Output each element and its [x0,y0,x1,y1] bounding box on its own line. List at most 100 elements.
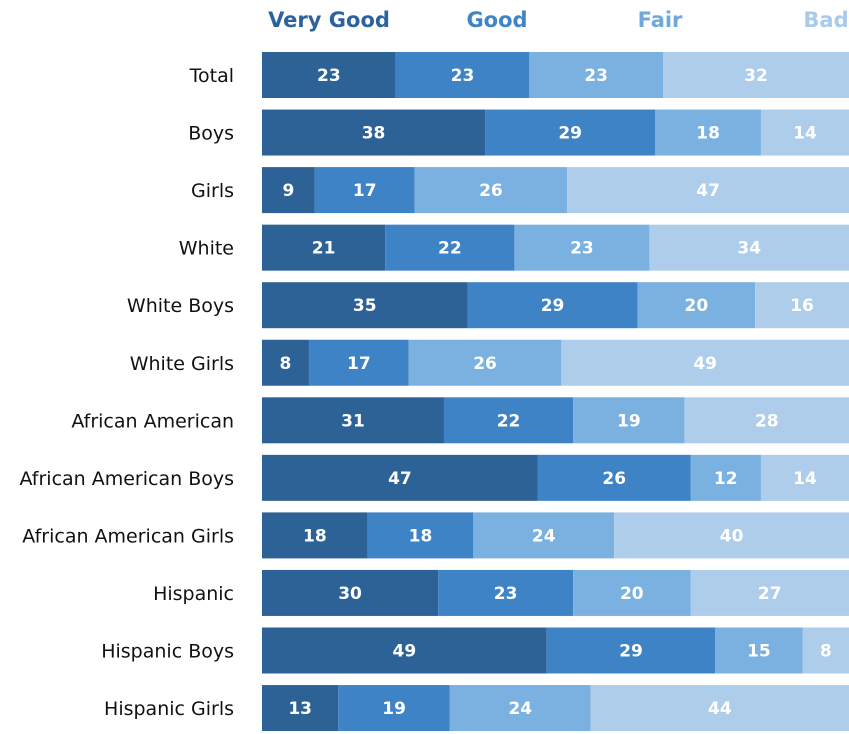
bar-african-american-boys-bad [760,454,849,501]
value-label-african-american-boys-bad: 14 [793,469,817,489]
value-label-african-american-boys-good: 26 [602,469,626,489]
row-label-white-girls: White Girls [130,353,234,375]
value-label-total-good: 23 [451,66,475,86]
value-label-girls-fair: 26 [479,181,503,201]
bar-african-american-girls-good [367,512,474,559]
value-label-african-american-girls-very-good: 18 [303,526,327,546]
bar-african-american-boys-good [537,454,691,501]
value-label-girls-good: 17 [353,181,377,201]
bar-african-american-bad [684,397,849,444]
bar-white-girls-good [308,339,409,386]
bar-white-girls-very-good [262,339,309,386]
bar-hispanic-boys-fair [715,627,803,674]
value-label-african-american-girls-fair: 24 [532,526,556,546]
bar-hispanic-very-good [262,569,439,616]
bar-hispanic-boys-very-good [262,627,547,674]
row-label-african-american-boys: African American Boys [19,468,234,490]
bar-hispanic-girls-fair [449,685,591,732]
value-label-white-boys-bad: 16 [790,296,814,316]
value-label-hispanic-boys-good: 29 [619,642,643,662]
value-label-african-american-very-good: 31 [341,411,365,431]
bar-boys-fair [655,109,761,156]
value-label-african-american-boys-fair: 12 [714,469,738,489]
value-label-white-girls-good: 17 [347,354,371,374]
value-label-boys-fair: 18 [696,124,720,144]
row-label-hispanic: Hispanic [153,583,234,605]
bar-boys-good [485,109,656,156]
bar-african-american-very-good [262,397,444,444]
value-label-hispanic-girls-bad: 44 [708,699,732,719]
bar-hispanic-boys-good [546,627,716,674]
bar-hispanic-fair [573,569,691,616]
row-label-hispanic-boys: Hispanic Boys [101,641,234,663]
bar-white-very-good [262,224,386,271]
value-label-hispanic-very-good: 30 [338,584,362,604]
value-label-hispanic-boys-fair: 15 [747,642,771,662]
row-label-total: Total [189,65,234,87]
bar-white-boys-bad [755,282,849,329]
value-label-girls-bad: 47 [696,181,720,201]
bar-hispanic-boys-bad [802,627,849,674]
legend-very-good: Very Good [268,8,390,32]
value-label-hispanic-girls-very-good: 13 [288,699,312,719]
value-label-white-very-good: 21 [312,239,336,259]
bar-african-american-boys-fair [690,454,761,501]
value-label-total-fair: 23 [584,66,608,86]
value-label-total-bad: 32 [744,66,768,86]
row-label-white-boys: White Boys [127,295,234,317]
value-label-white-boys-very-good: 35 [353,296,377,316]
value-label-african-american-boys-very-good: 47 [388,469,412,489]
legend-bad: Bad [803,8,848,32]
value-label-african-american-fair: 19 [617,411,641,431]
value-label-african-american-bad: 28 [755,411,779,431]
value-label-girls-very-good: 9 [282,181,294,201]
bar-white-boys-good [467,282,638,329]
row-label-african-american: African American [71,410,234,432]
row-label-white: White [179,238,234,260]
bar-hispanic-girls-bad [590,685,849,732]
bar-total-very-good [262,52,396,98]
row-label-boys: Boys [188,123,234,145]
bar-african-american-girls-fair [473,512,615,559]
value-label-african-american-girls-bad: 40 [720,526,744,546]
value-label-white-girls-fair: 26 [473,354,497,374]
row-label-girls: Girls [191,180,234,202]
bar-boys-very-good [262,109,486,156]
bar-african-american-good [443,397,574,444]
value-label-boys-very-good: 38 [362,124,386,144]
legend-good: Good [466,8,527,32]
bar-hispanic-bad [690,569,849,616]
value-label-boys-good: 29 [558,124,582,144]
row-label-hispanic-girls: Hispanic Girls [104,698,234,720]
value-label-hispanic-girls-good: 19 [382,699,406,719]
value-label-african-american-girls-good: 18 [409,526,433,546]
bar-total-good [395,52,530,98]
bar-hispanic-girls-good [338,685,450,732]
bar-white-boys-fair [637,282,756,329]
bar-total-fair [529,52,664,98]
value-label-white-fair: 23 [570,239,594,259]
value-label-hispanic-fair: 20 [620,584,644,604]
bar-white-fair [514,224,650,271]
value-label-white-boys-good: 29 [541,296,565,316]
value-label-hispanic-girls-fair: 24 [508,699,532,719]
bar-white-bad [649,224,849,271]
bar-white-girls-bad [561,339,849,386]
value-label-african-american-good: 22 [497,411,521,431]
value-label-hispanic-boys-bad: 8 [820,642,832,662]
legend-fair: Fair [638,8,683,32]
value-label-white-good: 22 [438,239,462,259]
value-label-hispanic-boys-very-good: 49 [393,642,417,662]
bar-boys-bad [760,109,849,156]
bar-white-boys-very-good [262,282,468,329]
bar-african-american-fair [573,397,685,444]
bar-white-good [385,224,515,271]
bar-african-american-girls-bad [614,512,849,559]
value-label-total-very-good: 23 [317,66,341,86]
value-label-hispanic-bad: 27 [758,584,782,604]
bar-white-girls-fair [408,339,562,386]
value-label-white-boys-fair: 20 [685,296,709,316]
legend: Very Good Good Fair Bad [268,8,849,32]
row-labels: Total Boys Girls White White Boys White Girls… [19,65,234,720]
value-label-white-girls-bad: 49 [693,354,717,374]
